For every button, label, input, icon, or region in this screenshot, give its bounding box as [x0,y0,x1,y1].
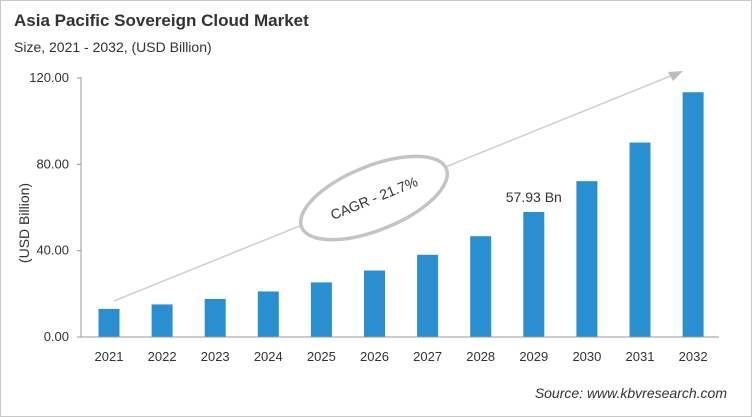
chart-subtitle: Size, 2021 - 2032, (USD Billion) [14,39,212,55]
x-tick-label: 2025 [307,349,336,364]
x-tick-label: 2023 [201,349,230,364]
bar-2032 [682,92,704,338]
y-axis-label: (USD Billion) [16,183,32,263]
bar-2031 [629,142,651,337]
x-tick-label: 2029 [519,349,548,364]
x-tick-label: 2021 [95,349,124,364]
y-tick-label: 40.00 [36,243,69,258]
x-tick-label: 2032 [679,349,708,364]
chart-title: Asia Pacific Sovereign Cloud Market [14,11,309,30]
bar-2028 [470,236,492,337]
bar-2024 [257,291,279,337]
y-tick-label: 120.00 [29,70,69,85]
cagr-ellipse [298,154,450,242]
x-tick-label: 2027 [413,349,442,364]
bar-2026 [364,270,385,337]
bar-2027 [417,254,439,337]
data-label: 57.93 Bn [506,189,562,205]
bar-2021 [98,308,120,337]
bar-2029 [523,211,545,337]
cagr-annotation: CAGR - 21.7% [298,154,450,242]
bar-2030 [576,181,598,337]
y-tick-label: 80.00 [36,156,69,171]
bar-2022 [151,304,173,337]
bar-2023 [204,299,226,337]
x-tick-label: 2031 [626,349,655,364]
y-tick-label: 0.00 [44,329,69,344]
x-tick-label: 2030 [572,349,601,364]
x-tick-label: 2024 [254,349,283,364]
source-note: Source: www.kbvresearch.com [534,385,727,401]
x-tick-label: 2022 [148,349,177,364]
x-tick-label: 2028 [466,349,495,364]
x-tick-label: 2026 [360,349,389,364]
bar-2025 [310,282,332,337]
